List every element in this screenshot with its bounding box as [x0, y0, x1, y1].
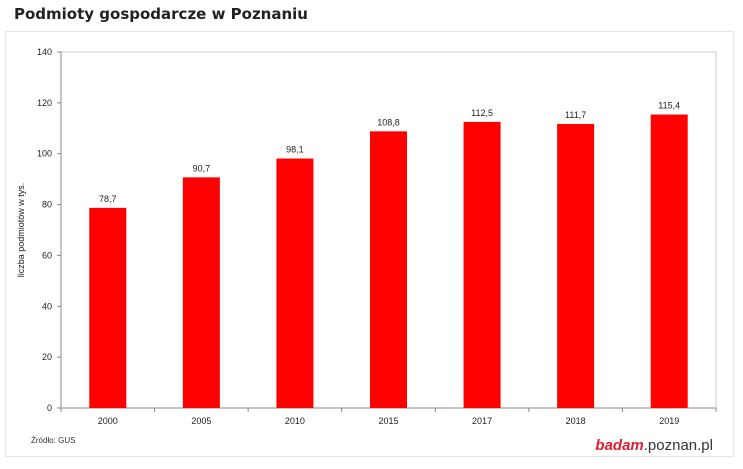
y-tick-label: 120: [37, 98, 52, 108]
bar-chart: 0 20 40 60 80 100 120 140 78,7 2000 90,7 2005 98,1 2…: [16, 47, 717, 426]
y-tick-label: 100: [37, 149, 52, 159]
chart-axes: 0 20 40 60 80 100 120 140: [37, 47, 717, 413]
y-tick-label: 20: [42, 352, 52, 362]
x-tick-label: 2017: [472, 416, 492, 426]
x-tick-label: 2015: [378, 416, 398, 426]
chart-bars: [89, 114, 688, 408]
bar-value-label: 108,8: [377, 117, 400, 127]
bar-value-label: 98,1: [286, 145, 304, 155]
bar: [89, 207, 127, 408]
y-tick-label: 140: [37, 47, 52, 57]
bar: [276, 158, 314, 408]
source-note: Źródło: GUS: [31, 436, 76, 445]
chart-labels: 78,7 2000 90,7 2005 98,1 2010 108,8 2015 112,5 20…: [98, 101, 680, 426]
x-tick-label: 2000: [98, 416, 118, 426]
x-tick-label: 2010: [285, 416, 305, 426]
bar: [182, 177, 220, 408]
y-tick-label: 80: [42, 200, 52, 210]
logo-brand: badam: [595, 437, 644, 454]
x-tick-label: 2018: [566, 416, 586, 426]
y-tick-label: 60: [42, 250, 52, 260]
bar-value-label: 112,5: [471, 108, 493, 118]
bar-value-label: 78,7: [99, 194, 117, 204]
chart-frame: 0 20 40 60 80 100 120 140 78,7 2000 90,7 2005 98,1 2…: [5, 31, 734, 457]
bar-value-label: 115,4: [658, 101, 680, 111]
page-title: Podmioty gospodarcze w Poznaniu: [14, 5, 308, 23]
bar-value-label: 111,7: [565, 110, 586, 120]
logo-domain: .poznan.pl: [643, 437, 713, 454]
y-axis-label: liczba podmiotów w tys.: [16, 183, 26, 278]
bar: [370, 131, 407, 408]
bar-value-label: 90,7: [193, 163, 211, 173]
site-logo[interactable]: badam.poznan.pl: [595, 437, 713, 454]
x-tick-label: 2019: [659, 416, 679, 426]
y-tick-label: 0: [47, 403, 52, 413]
bar: [650, 114, 688, 408]
bar: [557, 123, 595, 408]
bar: [463, 121, 501, 408]
y-tick-label: 40: [42, 301, 52, 311]
x-tick-label: 2005: [191, 416, 211, 426]
